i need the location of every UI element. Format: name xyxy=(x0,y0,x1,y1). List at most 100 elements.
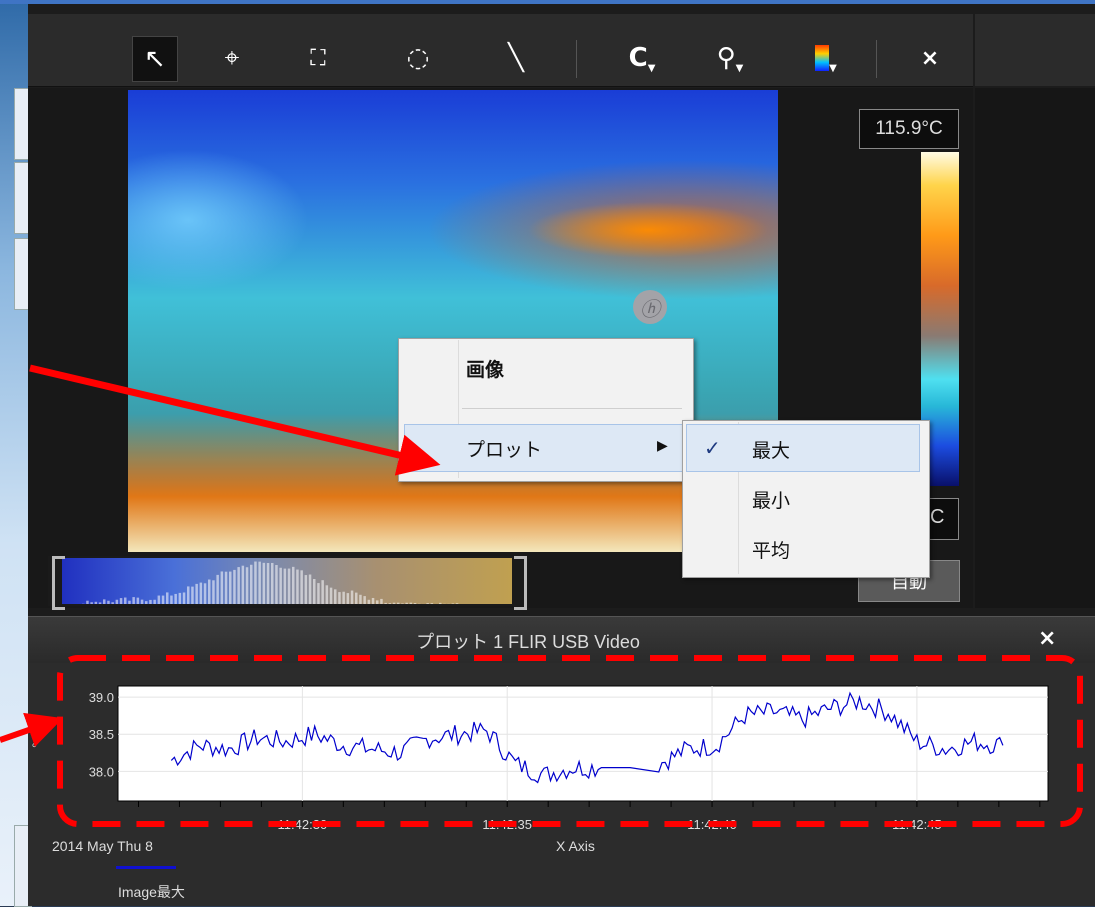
histogram-bar xyxy=(342,592,345,604)
histogram-bar xyxy=(271,563,274,604)
histogram-bar xyxy=(258,562,261,604)
pointer-tool-button[interactable]: ↖ xyxy=(132,36,178,82)
menu-item-image[interactable]: 画像 xyxy=(466,355,504,382)
histogram-bar xyxy=(179,593,182,604)
histogram-bar xyxy=(242,566,245,604)
circle-select-icon: ◌ xyxy=(407,43,430,73)
line-tool-button[interactable]: ╲ xyxy=(494,36,538,80)
dropdown-caret-icon: ▼ xyxy=(829,63,837,74)
toolbar: ↖ ⌖ ⛶ ◌ ╲ C ▼ ⚲ ▼ ▼ × xyxy=(28,14,973,87)
histogram-bar xyxy=(275,565,278,604)
histogram-bar xyxy=(246,567,249,604)
circle-tool-button[interactable]: ◌ xyxy=(396,36,440,80)
histogram-bar xyxy=(296,570,299,604)
histogram-bar xyxy=(397,603,400,604)
palette-icon xyxy=(815,45,829,71)
histogram-right-handle[interactable] xyxy=(514,556,527,610)
histogram-bar xyxy=(372,598,375,604)
histogram-bar xyxy=(279,568,282,604)
histogram-bar xyxy=(347,593,350,604)
histogram-bar xyxy=(158,596,161,604)
palette-tool-button[interactable]: ▼ xyxy=(804,36,848,80)
legend-swatch xyxy=(116,866,176,869)
histogram-bar xyxy=(351,591,354,604)
histogram-bar xyxy=(338,592,341,604)
histogram-bar xyxy=(137,598,140,604)
histogram-bar xyxy=(431,603,434,604)
menu-separator xyxy=(462,408,682,409)
rotate-tool-button[interactable]: C ▼ xyxy=(620,36,664,80)
histogram-bar xyxy=(389,603,392,604)
submenu-item-max[interactable]: 最大 xyxy=(752,436,790,463)
menu-item-plot-highlight[interactable] xyxy=(404,424,688,472)
histogram-bar xyxy=(225,572,228,604)
y-tick-label: 38.0 xyxy=(89,764,114,779)
histogram-bar xyxy=(309,575,312,604)
histogram-bar xyxy=(326,585,329,604)
toolbar-separator xyxy=(576,40,577,78)
histogram-bar xyxy=(334,589,337,604)
y-tick-label: 39.0 xyxy=(89,690,114,705)
spot-tool-button[interactable]: ⌖ xyxy=(210,36,254,80)
histogram-bar xyxy=(237,567,240,604)
zoom-tool-button[interactable]: ⚲ ▼ xyxy=(708,36,752,80)
x-axis-label: X Axis xyxy=(556,838,595,854)
histogram-bar xyxy=(107,601,110,604)
submenu-item-min[interactable]: 最小 xyxy=(752,486,790,513)
histogram-bar xyxy=(267,563,270,604)
histogram-bar xyxy=(330,588,333,604)
histogram-bar xyxy=(208,580,211,604)
min-temperature-unit: C xyxy=(930,506,944,529)
histogram-bar xyxy=(414,603,417,604)
legend-label: Image最大 xyxy=(118,882,185,902)
menu-item-plot[interactable]: プロット xyxy=(466,435,542,462)
histogram-bar xyxy=(300,570,303,604)
submenu-item-max-highlight[interactable] xyxy=(686,424,920,472)
dropdown-caret-icon: ▼ xyxy=(648,63,656,74)
histogram-bar xyxy=(128,601,131,604)
checkmark-icon: ✓ xyxy=(704,436,721,460)
histogram-bar xyxy=(141,600,144,604)
histogram-bar xyxy=(124,598,127,604)
histogram-bar xyxy=(166,592,169,604)
histogram-bar xyxy=(162,596,165,604)
histogram-bar xyxy=(456,603,459,604)
histogram-bar xyxy=(426,603,429,604)
histogram-bar xyxy=(204,583,207,604)
histogram-bar xyxy=(363,596,366,604)
histogram-left-handle[interactable] xyxy=(52,556,65,610)
dropdown-caret-icon: ▼ xyxy=(736,63,744,74)
histogram-bar xyxy=(90,602,93,604)
pointer-icon: ↖ xyxy=(144,44,166,74)
histogram-svg xyxy=(62,558,512,604)
plot-close-icon[interactable]: × xyxy=(1038,626,1056,651)
right-side-pane xyxy=(975,88,1095,608)
line-icon: ╲ xyxy=(508,43,524,73)
x-tick-label: 11:42:40 xyxy=(687,817,737,832)
histogram-bar xyxy=(132,597,135,604)
histogram-bar xyxy=(120,598,123,604)
submenu-item-avg[interactable]: 平均 xyxy=(752,536,790,563)
toolbar-close-button[interactable]: × xyxy=(908,36,952,80)
histogram-bar xyxy=(292,567,295,604)
histogram-bar xyxy=(284,569,287,604)
thermal-image[interactable]: ⓗ xyxy=(128,90,778,552)
histogram-bar xyxy=(405,603,408,604)
box-tool-button[interactable]: ⛶ xyxy=(296,36,340,80)
y-tick-label: 38.5 xyxy=(89,727,114,742)
max-temperature-label[interactable]: 115.9°C xyxy=(859,109,959,149)
histogram-bar xyxy=(116,600,119,604)
histogram-bar xyxy=(170,596,173,604)
histogram-bar xyxy=(216,575,219,604)
histogram-bar xyxy=(229,572,232,604)
x-tick-label: 11:42:30 xyxy=(278,817,328,832)
histogram-bar xyxy=(99,602,102,604)
histogram-bars xyxy=(62,558,512,604)
histogram-bar xyxy=(439,603,442,604)
histogram-bar xyxy=(384,603,387,604)
zoom-icon: ⚲ xyxy=(717,43,736,73)
histogram-bar xyxy=(263,563,266,604)
y-axis-ticks: 39.0 38.5 38.0 xyxy=(89,690,114,779)
